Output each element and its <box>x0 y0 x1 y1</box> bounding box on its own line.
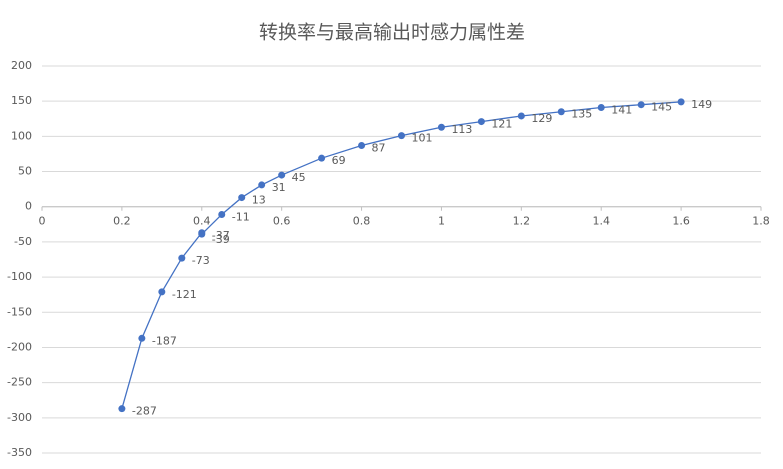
point <box>158 288 166 296</box>
point <box>398 132 405 140</box>
y-tick-label: 200 <box>11 59 32 72</box>
data-label: 45 <box>292 171 306 184</box>
point <box>178 254 186 262</box>
y-tick-label: -250 <box>7 376 32 389</box>
x-tick-label: 0.2 <box>113 215 131 228</box>
point <box>637 101 645 109</box>
data-label: 13 <box>252 194 266 207</box>
curve <box>121 101 682 409</box>
chart-title: 转换率与最高输出时感力属性差 <box>259 22 525 44</box>
x-tick-label: 0.8 <box>353 215 371 228</box>
data-label: -37 <box>212 229 230 242</box>
data-label: -121 <box>172 288 197 301</box>
point <box>218 210 226 218</box>
data-label: -187 <box>152 334 177 347</box>
y-tick-label: 150 <box>11 94 32 107</box>
y-tick-label: -350 <box>7 446 32 459</box>
data-label: 121 <box>491 118 512 131</box>
data-label: 69 <box>332 154 346 167</box>
point <box>437 123 445 131</box>
y-tick-label: -50 <box>14 235 32 248</box>
x-tick-label: 1.2 <box>513 215 531 228</box>
data-label: 145 <box>651 101 672 114</box>
point <box>477 118 485 126</box>
y-tick-label: 50 <box>18 165 32 178</box>
point <box>597 104 605 112</box>
y-tick-label: -300 <box>7 411 32 424</box>
data-label: -11 <box>232 210 250 223</box>
point <box>557 108 565 116</box>
data-label: 141 <box>611 104 632 117</box>
point <box>258 181 266 189</box>
point <box>198 230 206 238</box>
point <box>118 405 126 413</box>
y-tick-label: 0 <box>25 200 32 213</box>
data-label: 149 <box>691 98 712 111</box>
x-tick-label: 0 <box>39 215 46 228</box>
x-tick-label: 1.4 <box>592 215 610 228</box>
point <box>318 154 326 162</box>
point <box>238 194 246 202</box>
data-label: 31 <box>272 181 286 194</box>
point <box>358 142 366 150</box>
y-tick-label: -150 <box>7 305 32 318</box>
y-tick-label: 100 <box>11 129 32 142</box>
x-tick-label: 0.6 <box>273 215 291 228</box>
point <box>138 334 146 342</box>
data-label: -287 <box>132 405 157 418</box>
y-tick-label: -200 <box>7 340 32 353</box>
data-label: -73 <box>192 254 210 267</box>
x-tick-label: 1.8 <box>752 215 770 228</box>
data-label: 101 <box>412 132 433 145</box>
data-label: 113 <box>451 123 472 136</box>
x-tick-label: 1 <box>438 215 445 228</box>
point <box>278 171 286 179</box>
y-tick-label: -100 <box>7 270 32 283</box>
x-tick-label: 1.6 <box>672 215 690 228</box>
data-label: -39 <box>212 233 230 246</box>
data-label: 87 <box>372 142 386 155</box>
point <box>517 112 525 120</box>
x-tick-label: 0.4 <box>193 215 211 228</box>
data-label: 135 <box>571 108 592 121</box>
point <box>677 98 685 106</box>
data-label: 129 <box>531 112 552 125</box>
